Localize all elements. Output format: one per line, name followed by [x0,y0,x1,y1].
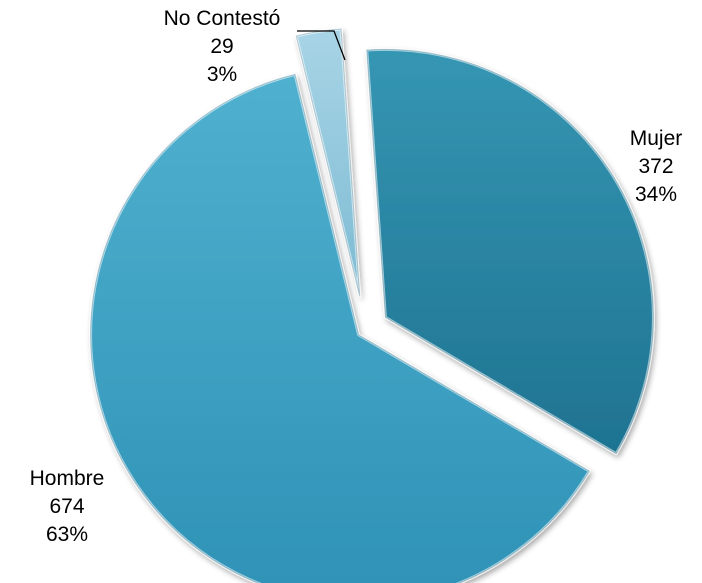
data-label-no-contest-: No Contestó 29 3% [164,7,281,86]
label-percent: 34% [635,183,677,206]
pie-slices [89,27,655,583]
label-value: 372 [638,155,673,178]
label-name: Mujer [630,127,683,150]
label-name: No Contestó [164,7,281,30]
label-value: 674 [49,495,84,518]
label-percent: 3% [207,63,237,86]
label-name: Hombre [30,467,105,490]
leader-line [297,30,346,61]
label-value: 29 [210,35,233,58]
data-label-hombre: Hombre 674 63% [30,467,105,546]
pie-labels: Mujer 372 34% Hombre 674 63% No Contestó 29 3% [30,7,683,546]
data-label-mujer: Mujer 372 34% [630,127,683,206]
pie-slice-edge [366,48,654,455]
pie-slice-edge [90,73,590,583]
label-percent: 63% [46,523,88,546]
pie-slice-mujer [365,47,655,456]
pie-slice-hombre [89,72,591,583]
